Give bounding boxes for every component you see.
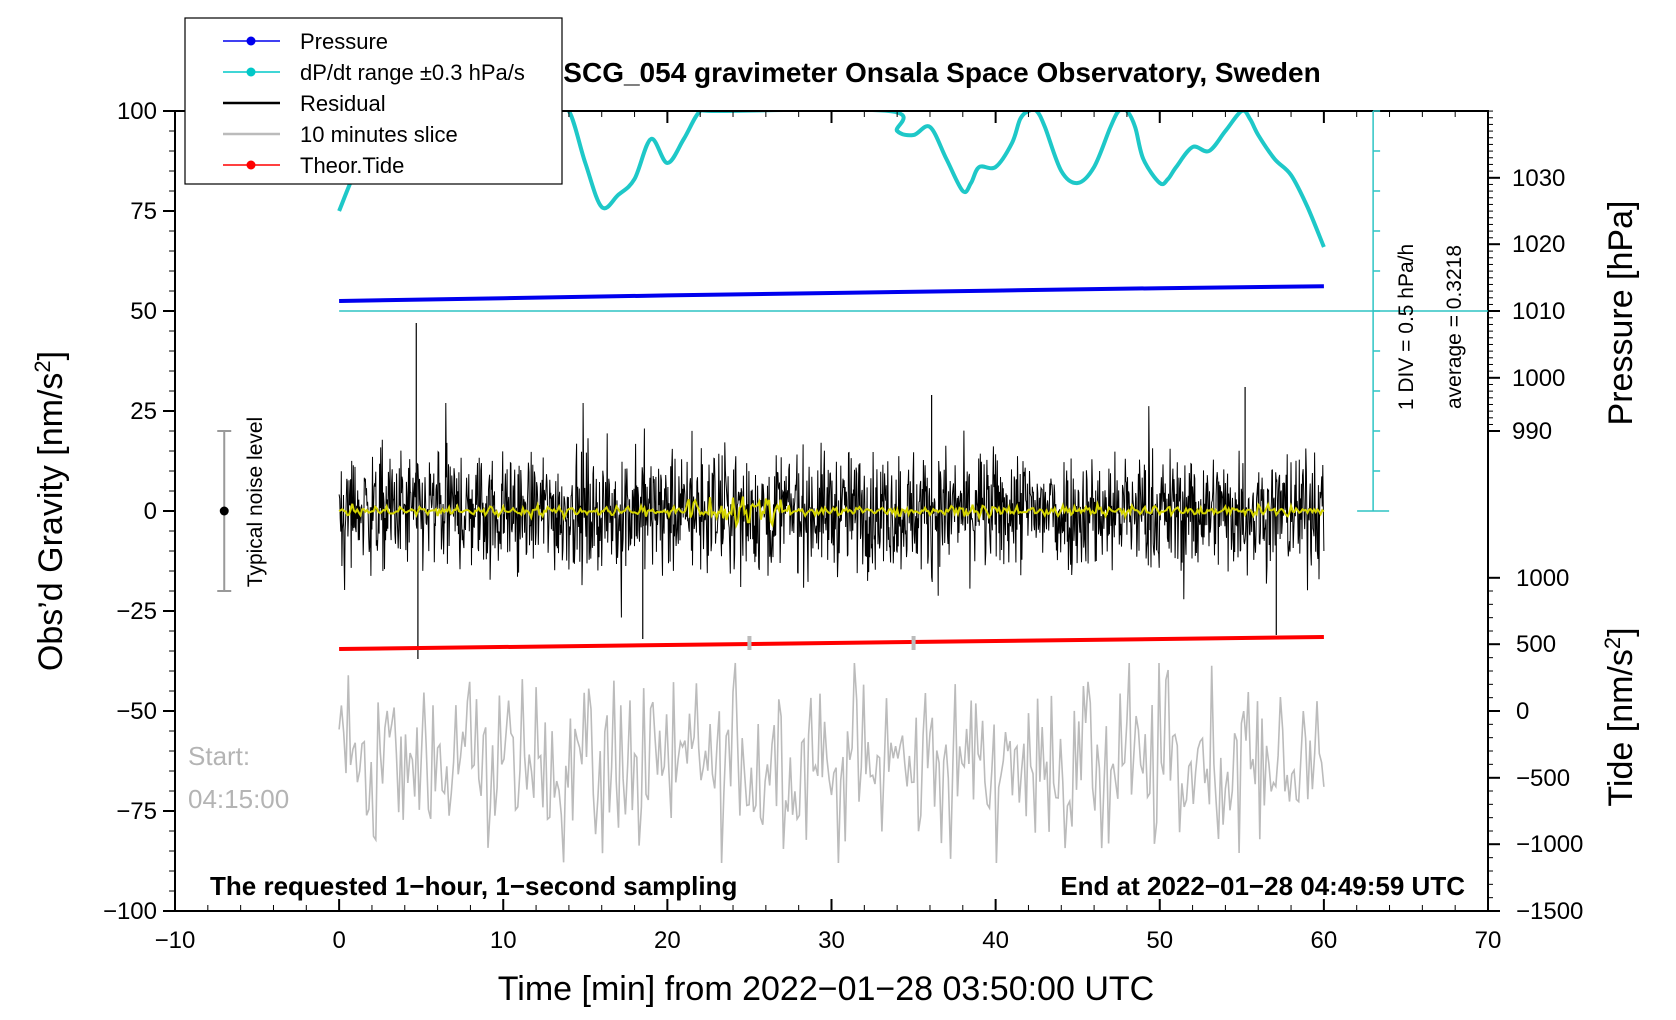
start-label: Start: bbox=[188, 741, 250, 771]
y-tick-label: −50 bbox=[116, 698, 157, 725]
residual-line bbox=[338, 402, 1325, 618]
x-tick-label: 70 bbox=[1475, 927, 1502, 954]
pressure-tick-label: 1010 bbox=[1512, 298, 1565, 325]
pressure-axis-title: Pressure [hPa] bbox=[1602, 201, 1640, 426]
theoretical-tide-line bbox=[339, 635, 1324, 651]
axes-layer: −10 0 10 20 30 40 50 60 70−100−75−50−25025507510… bbox=[103, 98, 1583, 954]
x-tick-label: 60 bbox=[1311, 927, 1338, 954]
ten-minute-slice-line bbox=[338, 662, 1325, 864]
noise-level-dot bbox=[219, 506, 229, 516]
bottom-right-note: End at 2022−01−28 04:49:59 UTC bbox=[1060, 871, 1465, 901]
legend-label: Residual bbox=[300, 91, 386, 116]
noise-level-label: Typical noise level bbox=[244, 417, 267, 587]
tide-axis-title-superscript: 2 bbox=[1600, 637, 1625, 649]
legend-label: Pressure bbox=[300, 29, 388, 54]
noise-level-indicator bbox=[217, 430, 232, 592]
x-tick-label: −10 bbox=[155, 927, 196, 954]
x-tick-label: 10 bbox=[490, 927, 517, 954]
data-layer bbox=[337, 111, 1374, 864]
tide-tick-label: −500 bbox=[1516, 765, 1570, 792]
tide-axis-title-text: Tide [nm/s bbox=[1602, 649, 1640, 806]
y-tick-label: 50 bbox=[130, 298, 157, 325]
y-tick-label: 75 bbox=[130, 198, 157, 225]
y-tick-label: 100 bbox=[117, 98, 157, 125]
x-tick-label: 20 bbox=[654, 927, 681, 954]
pressure-tick-label: 1030 bbox=[1512, 165, 1565, 192]
y-axis-title-close: ] bbox=[32, 351, 70, 360]
y-axis-title-superscript: 2 bbox=[30, 360, 55, 372]
tide-tick-label: 500 bbox=[1516, 631, 1556, 658]
tide-tick-label: 1000 bbox=[1516, 565, 1569, 592]
legend-box bbox=[184, 17, 563, 185]
x-tick-label: 30 bbox=[818, 927, 845, 954]
y-tick-label: −25 bbox=[116, 598, 157, 625]
tide-tick-label: −1500 bbox=[1516, 898, 1583, 925]
y-tick-label: 0 bbox=[144, 498, 157, 525]
scale-bar-label: 1 DIV = 0.5 hPa/h bbox=[1395, 244, 1418, 410]
y-tick-label: −75 bbox=[116, 798, 157, 825]
pressure-tick-label: 1000 bbox=[1512, 365, 1565, 392]
dpdt-line bbox=[337, 111, 1326, 248]
tide-tick-label: 0 bbox=[1516, 698, 1529, 725]
x-axis-title: Time [min] from 2022−01−28 03:50:00 UTC bbox=[498, 970, 1154, 1008]
scale-bar-average: average = 0.3218 bbox=[1443, 245, 1466, 409]
tide-tick-label: −1000 bbox=[1516, 831, 1583, 858]
y-tick-label: 25 bbox=[130, 398, 157, 425]
x-tick-label: 50 bbox=[1146, 927, 1173, 954]
legend-label: dP/dt range ±0.3 hPa/s bbox=[300, 60, 525, 85]
pressure-tick-label: 1020 bbox=[1512, 231, 1565, 258]
scale-bar bbox=[1357, 110, 1488, 512]
chart-title: SCG_054 gravimeter Onsala Space Observat… bbox=[563, 57, 1320, 88]
legend-swatch-marker bbox=[246, 36, 256, 46]
x-tick-label: 40 bbox=[982, 927, 1009, 954]
start-time: 04:15:00 bbox=[188, 784, 289, 814]
y-tick-label: −100 bbox=[103, 898, 157, 925]
legend-label: 10 minutes slice bbox=[300, 122, 458, 147]
legend-swatch-marker bbox=[246, 160, 256, 170]
legend-swatch-marker bbox=[246, 67, 256, 77]
tide-axis-title: Tide [nm/s2] bbox=[1600, 627, 1640, 806]
y-axis-title-text: Obs’d Gravity [nm/s bbox=[32, 373, 70, 672]
y-axis-title: Obs’d Gravity [nm/s2] bbox=[30, 351, 70, 671]
x-tick-label: 0 bbox=[332, 927, 345, 954]
tide-axis-title-close: ] bbox=[1602, 627, 1640, 636]
legend: Pressure dP/dt range ±0.3 hPa/s Residual 10… bbox=[184, 17, 563, 185]
smoothed-residual-line bbox=[338, 496, 1325, 529]
legend-label: Theor.Tide bbox=[300, 153, 404, 178]
pressure-tick-label: 990 bbox=[1512, 418, 1552, 445]
pressure-line bbox=[339, 284, 1324, 303]
bottom-left-note: The requested 1−hour, 1−second sampling bbox=[210, 871, 737, 901]
